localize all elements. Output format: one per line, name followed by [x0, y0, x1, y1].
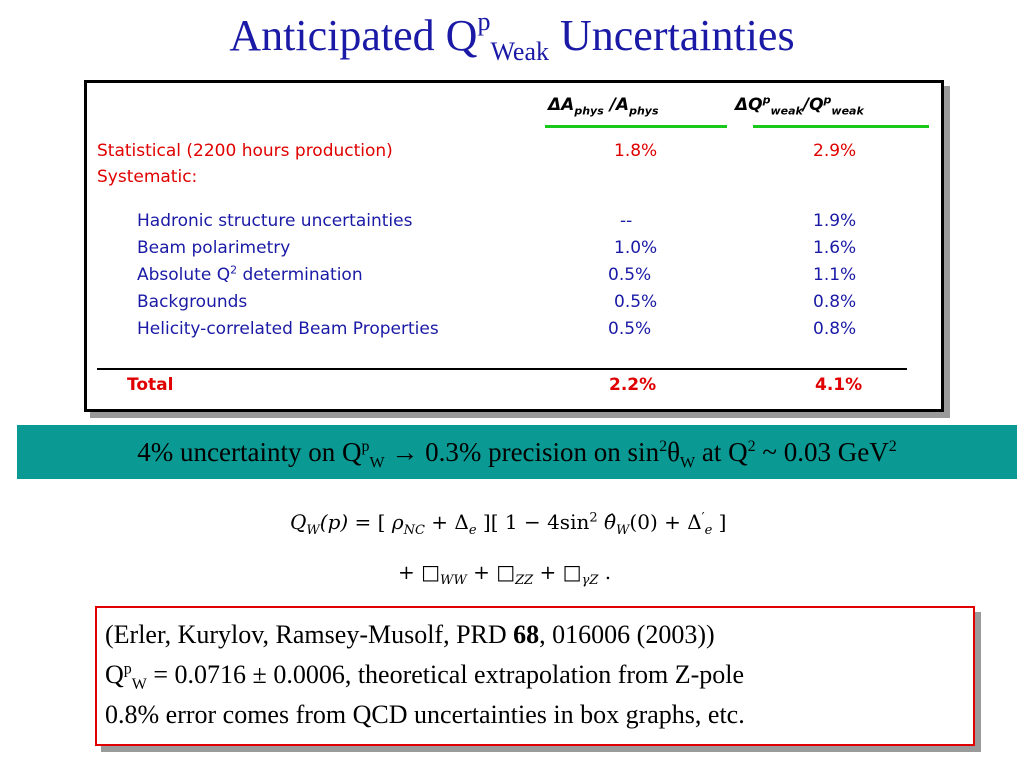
row-col2: 0.8%	[813, 292, 857, 312]
row-col2: 1.9%	[813, 211, 857, 231]
reference-line-3: 0.8% error comes from QCD uncertainties …	[105, 700, 745, 729]
title-main: Anticipated Q	[229, 11, 478, 60]
col2-header: ΔQpweak/Qpweak	[735, 93, 864, 118]
title-sup: p	[477, 7, 491, 37]
reference-line-1: (Erler, Kurylov, Ramsey-Musolf, PRD 68, …	[105, 620, 715, 649]
slide-title: Anticipated QpWeak Uncertainties	[0, 6, 1024, 66]
row-label: Backgrounds	[137, 292, 248, 312]
row-label: Hadronic structure uncertainties	[137, 211, 413, 231]
total-col1: 2.2%	[609, 375, 657, 395]
statistical-col2: 2.9%	[813, 141, 857, 161]
title-end: Uncertainties	[549, 11, 795, 60]
reference-box: (Erler, Kurylov, Ramsey-Musolf, PRD 68, …	[95, 606, 975, 746]
row-label: Helicity-correlated Beam Properties	[137, 319, 439, 339]
total-label: Total	[127, 375, 174, 395]
precision-banner: 4% uncertainty on QpW → 0.3% precision o…	[17, 425, 1017, 479]
row-col2: 1.1%	[813, 265, 857, 285]
systematic-label: Systematic:	[97, 167, 198, 187]
row-col1: 1.0%	[614, 238, 658, 258]
row-col1: 0.5%	[608, 319, 652, 339]
col1-underline	[545, 125, 727, 128]
col1-header: ΔAphys /Aphys	[548, 95, 659, 118]
reference-line-2: QpW = 0.0716 ± 0.0006, theoretical extra…	[105, 660, 745, 694]
row-label: Beam polarimetry	[137, 238, 291, 258]
row-col2: 0.8%	[813, 319, 857, 339]
uncertainty-table: ΔAphys /Aphys ΔQpweak/Qpweak Statistical…	[84, 80, 944, 412]
statistical-col1: 1.8%	[614, 141, 658, 161]
formula-line-2: + □WW + □ZZ + □γZ .	[398, 560, 612, 588]
row-col1: 0.5%	[614, 292, 658, 312]
statistical-label: Statistical (2200 hours production)	[97, 141, 393, 161]
row-col2: 1.6%	[813, 238, 857, 258]
row-col1: 0.5%	[608, 265, 652, 285]
total-separator	[97, 368, 907, 370]
formula-line-1: QW(p) = [ ρNC + Δe ][ 1 − 4sin2 θ̂W(0) +…	[290, 510, 727, 538]
title-sub: Weak	[490, 36, 549, 66]
row-label: Absolute Q2 determination	[137, 263, 363, 285]
col2-underline	[753, 125, 929, 128]
row-col1: --	[620, 211, 633, 231]
total-col2: 4.1%	[815, 375, 863, 395]
